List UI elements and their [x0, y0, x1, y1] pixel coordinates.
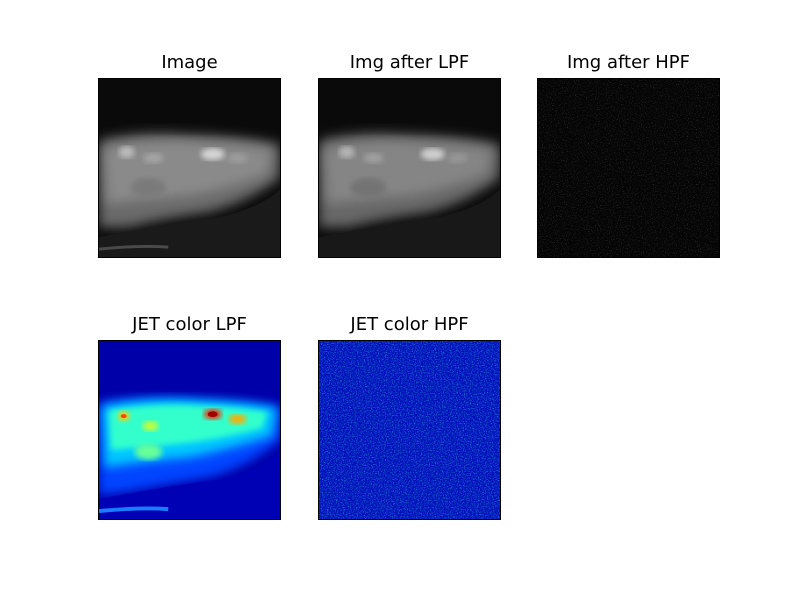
- jet-lpf-image: [98, 340, 281, 520]
- grayscale-hpf-image: [537, 78, 720, 258]
- panel-jet-lpf: JET color LPF: [98, 314, 281, 520]
- panel-title: JET color HPF: [350, 314, 469, 335]
- panel-jet-hpf: JET color HPF: [318, 314, 501, 520]
- panel-title: Image: [161, 52, 218, 73]
- panel-image: Image: [98, 52, 281, 258]
- panel-img-lpf: Img after LPF: [318, 52, 501, 258]
- jet-hpf-image: [318, 340, 501, 520]
- grayscale-image: [98, 78, 281, 258]
- panel-title: Img after LPF: [349, 52, 470, 73]
- grayscale-lpf-image: [318, 78, 501, 258]
- panel-img-hpf: Img after HPF: [537, 52, 720, 258]
- panel-title: JET color LPF: [132, 314, 247, 335]
- panel-title: Img after HPF: [566, 52, 691, 73]
